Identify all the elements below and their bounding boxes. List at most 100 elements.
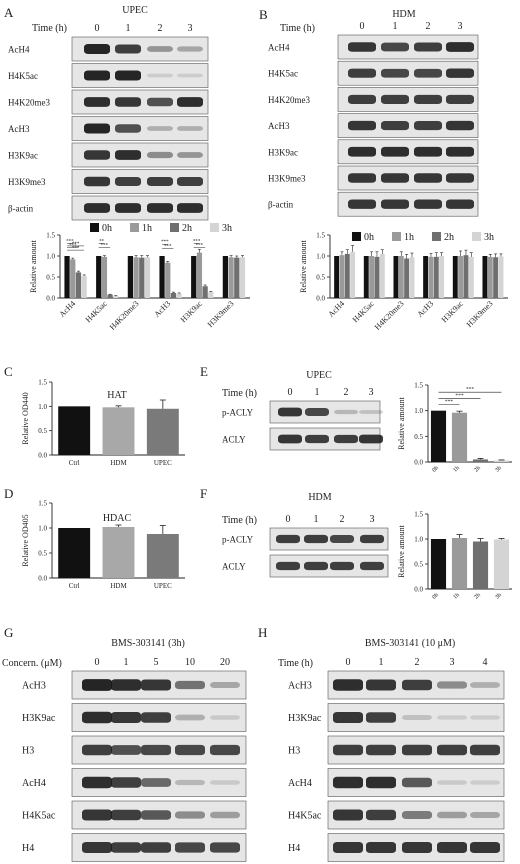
y-tick-label: 1.0 <box>38 403 47 411</box>
lane-label: 2 <box>426 21 431 32</box>
blot-band <box>111 809 141 821</box>
bar <box>350 251 356 298</box>
bar <box>159 256 165 298</box>
legend-label: 0h <box>364 232 374 243</box>
lane-label: 1 <box>315 387 320 398</box>
blot-band <box>175 714 205 721</box>
lane-label: 1 <box>393 21 398 32</box>
blot-row-label: H3 <box>22 746 34 757</box>
significance-label: *** <box>455 393 464 399</box>
blot-band <box>414 199 442 209</box>
blot-band <box>402 811 432 819</box>
bar <box>430 410 447 462</box>
lane-label: 3 <box>370 514 375 525</box>
blot-title-g: BMS-303141 (3h) <box>111 638 185 649</box>
blot-band <box>210 681 240 689</box>
blot-band <box>115 70 141 81</box>
blots-layer: 0 1 2 3AcH4H4K5acH4K20me3AcH3H3K9acH3K9me3β… <box>8 21 505 862</box>
lane-label: 3 <box>458 21 463 32</box>
blot-row-label: H4K5ac <box>22 811 56 822</box>
bar <box>208 292 214 298</box>
blot-band <box>470 811 500 819</box>
blot-band <box>177 46 203 52</box>
lane-label: 2 <box>158 23 163 34</box>
bar <box>433 256 439 298</box>
blot-panel-e: 0 1 2 3 p-ACLY ACLY <box>222 387 383 451</box>
blot-band <box>437 811 467 819</box>
blot-row-label: β-actin <box>8 204 34 214</box>
y-tick-label: 0.5 <box>316 274 325 282</box>
y-axis-label: Relative amount <box>397 524 406 577</box>
legend-swatch <box>130 223 139 232</box>
blot-band <box>84 70 110 81</box>
y-tick-label: 0.5 <box>38 427 47 435</box>
blot-panel-a: 0 1 2 3 AcH4 H4K5ac H4K20me3 AcH3 H3K9ac H3K9me3 β… <box>8 23 209 221</box>
blot-band <box>348 68 376 78</box>
y-axis-label: Relative OD405 <box>21 514 30 566</box>
blot-band <box>446 42 474 52</box>
legend-label: 0h <box>102 223 112 234</box>
blot-band <box>333 842 363 853</box>
blot-band <box>446 146 474 157</box>
blot-band <box>84 203 110 213</box>
blot-band <box>446 120 474 131</box>
bar <box>369 256 375 298</box>
blot-band <box>446 68 474 78</box>
category-label: Ctrl <box>69 459 80 467</box>
time-label-e: Time (h) <box>222 388 257 399</box>
bar <box>64 256 70 298</box>
legend-label: 3h <box>484 232 494 243</box>
blot-band <box>470 715 500 720</box>
blot-band <box>147 97 173 107</box>
blot-band <box>402 744 432 756</box>
bar <box>482 256 488 298</box>
chart-title-c: HAT <box>107 390 126 401</box>
blot-row-label: H3K9ac <box>22 713 56 724</box>
lane-label: 20 <box>220 657 230 668</box>
bar <box>102 407 135 455</box>
blot-band <box>348 173 376 183</box>
blot-band <box>348 120 376 131</box>
blot-row-label: AcH4 <box>288 778 312 789</box>
legend-label: 2h <box>444 232 454 243</box>
blot-band <box>84 150 110 160</box>
blot-band <box>348 199 376 209</box>
chart-title-d: HDAC <box>103 513 132 524</box>
blot-band <box>304 534 328 544</box>
blot-band <box>414 146 442 157</box>
bar <box>344 253 350 298</box>
category-label: AcH3 <box>152 299 172 319</box>
legend-label: 3h <box>222 223 232 234</box>
blot-row-label: H4K5ac <box>8 71 38 81</box>
blot-band <box>141 810 171 820</box>
bar <box>379 253 385 298</box>
blot-row-label: H4K5ac <box>268 69 298 79</box>
panel-letter-b: B <box>259 7 268 22</box>
lane-label: 0 <box>95 657 100 668</box>
blot-band <box>348 94 376 104</box>
blot-band <box>366 712 396 723</box>
y-tick-label: 1.0 <box>38 525 47 533</box>
lane-label: 2 <box>344 387 349 398</box>
y-tick-label: 0.5 <box>38 550 47 558</box>
time-label-h: Time (h) <box>278 658 313 669</box>
blot-band <box>414 42 442 52</box>
blot-band <box>414 121 442 131</box>
blot-band <box>278 434 302 444</box>
blot-row-label: ACLY <box>222 435 246 445</box>
chart-panel-a: 0.0 0.5 1.0 1.5 Relative amount 0h 1h 2h 3h AcH4 H… <box>29 223 250 332</box>
blot-band <box>84 97 110 107</box>
bar <box>393 256 399 298</box>
blot-band <box>437 842 467 853</box>
bar <box>472 459 489 462</box>
blot-band <box>402 715 432 720</box>
blot-band <box>210 842 240 853</box>
bar <box>452 256 458 298</box>
blot-band <box>115 44 141 54</box>
legend-swatch <box>170 223 179 232</box>
category-label: UPEC <box>154 459 172 467</box>
blot-band <box>334 409 358 415</box>
lane-label: 0 <box>360 21 365 32</box>
category-label: HDM <box>110 459 127 467</box>
